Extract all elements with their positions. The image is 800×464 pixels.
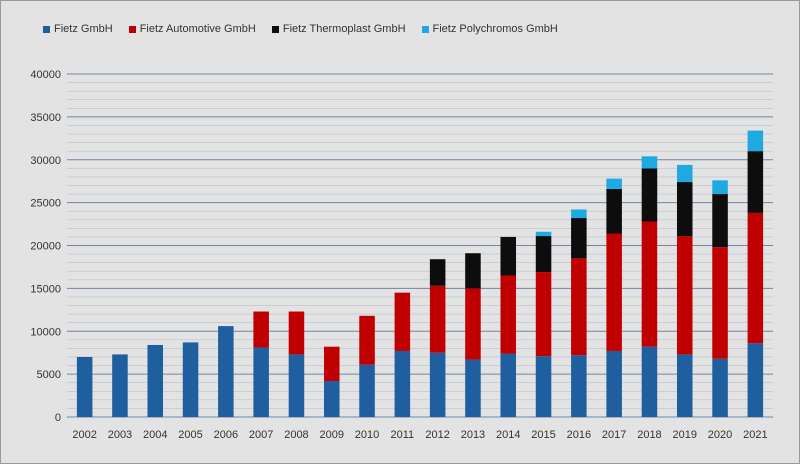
bar-segment [641, 168, 658, 222]
bar-segment [641, 221, 658, 347]
bar-segment [571, 258, 587, 356]
x-tick-label: 2003 [108, 429, 132, 441]
legend-item-fietz-automotive: Fietz Automotive GmbH [128, 23, 256, 35]
bar-segment [535, 272, 552, 357]
x-tick-label: 2008 [284, 429, 308, 441]
bar-segment [535, 356, 552, 417]
x-tick-label: 2005 [178, 429, 202, 441]
bar-segment [606, 178, 622, 189]
bar-segment [465, 253, 481, 289]
x-tick-label: 2013 [461, 429, 485, 441]
bar-segment [676, 164, 693, 183]
bar-segment [288, 354, 305, 417]
bar-segment [535, 231, 552, 237]
bar-segment [535, 236, 552, 273]
bar-segment [712, 180, 728, 195]
bar-segment [500, 353, 517, 417]
legend-label: Fietz GmbH [54, 23, 113, 35]
y-tick-label: 20000 [30, 241, 61, 253]
bar-segment [676, 236, 693, 355]
bar-segment [429, 259, 446, 286]
legend-item-fietz-gmbh: Fietz GmbH [43, 23, 113, 35]
bar-segment [394, 350, 411, 417]
bar-segment [218, 326, 234, 417]
bar-segment [323, 380, 340, 417]
bar-segment [465, 288, 481, 360]
x-tick-label: 2006 [214, 429, 238, 441]
bar-segment [359, 364, 375, 417]
x-tick-label: 2009 [320, 429, 344, 441]
bar-segment [359, 315, 375, 365]
x-tick-label: 2011 [391, 429, 415, 441]
y-tick-label: 30000 [30, 155, 61, 167]
y-tick-label: 40000 [30, 69, 61, 81]
legend: Fietz GmbH Fietz Automotive GmbH Fietz T… [43, 23, 574, 35]
bar-segment [500, 275, 517, 354]
bar-segment [641, 346, 658, 417]
bar-segment [500, 236, 517, 276]
bar-segment [606, 188, 622, 234]
legend-swatch-fietz-automotive [128, 25, 136, 33]
bar-segment [747, 212, 764, 344]
bar-segment [394, 292, 411, 351]
bar-segment [147, 344, 164, 417]
bar-segment [76, 356, 93, 417]
bar-segment [288, 311, 305, 355]
y-tick-label: 5000 [37, 369, 61, 381]
x-tick-label: 2010 [355, 429, 379, 441]
bar-segment [676, 182, 693, 237]
legend-item-fietz-polychromos: Fietz Polychromos GmbH [421, 23, 558, 35]
bar-segment [571, 355, 587, 417]
x-tick-label: 2002 [72, 429, 96, 441]
bar-segment [747, 343, 764, 417]
bar-segment [429, 285, 446, 353]
bar-segment [641, 156, 658, 169]
legend-label: Fietz Automotive GmbH [139, 23, 256, 35]
bar-segment [747, 130, 764, 152]
legend-swatch-fietz-thermoplast [271, 25, 279, 33]
bar-segment [429, 352, 446, 417]
bar-segment [712, 247, 728, 359]
bar-segment [465, 359, 481, 417]
bar-segment [253, 347, 269, 417]
x-tick-label: 2018 [637, 429, 661, 441]
bar-segment [112, 354, 128, 417]
y-tick-label: 35000 [30, 112, 61, 124]
x-tick-label: 2007 [249, 429, 273, 441]
legend-label: Fietz Polychromos GmbH [432, 23, 558, 35]
bar-segment [676, 354, 693, 417]
y-tick-label: 10000 [30, 326, 61, 338]
x-tick-label: 2012 [425, 429, 449, 441]
bar-segment [182, 342, 199, 417]
y-tick-label: 0 [55, 412, 61, 424]
bar-segment [606, 350, 622, 417]
legend-swatch-fietz-gmbh [43, 25, 50, 33]
legend-item-fietz-thermoplast: Fietz Thermoplast GmbH [271, 23, 406, 35]
x-tick-label: 2004 [143, 429, 167, 441]
x-tick-label: 2016 [567, 429, 591, 441]
legend-label: Fietz Thermoplast GmbH [282, 23, 406, 35]
bar-segment [747, 151, 764, 213]
bar-segment [253, 311, 269, 348]
bar-segment [323, 346, 340, 381]
x-tick-label: 2019 [673, 429, 697, 441]
bar-segment [712, 358, 728, 417]
bar-segment [606, 233, 622, 351]
x-tick-label: 2021 [743, 429, 767, 441]
bar-segment [571, 218, 587, 259]
y-tick-label: 25000 [30, 198, 61, 210]
bar-segment [712, 194, 728, 248]
bar-segment [571, 209, 587, 219]
x-tick-label: 2020 [708, 429, 732, 441]
x-tick-label: 2015 [531, 429, 555, 441]
y-tick-label: 15000 [30, 283, 61, 295]
x-tick-label: 2017 [602, 429, 626, 441]
legend-swatch-fietz-polychromos [421, 25, 429, 33]
x-tick-label: 2014 [496, 429, 520, 441]
